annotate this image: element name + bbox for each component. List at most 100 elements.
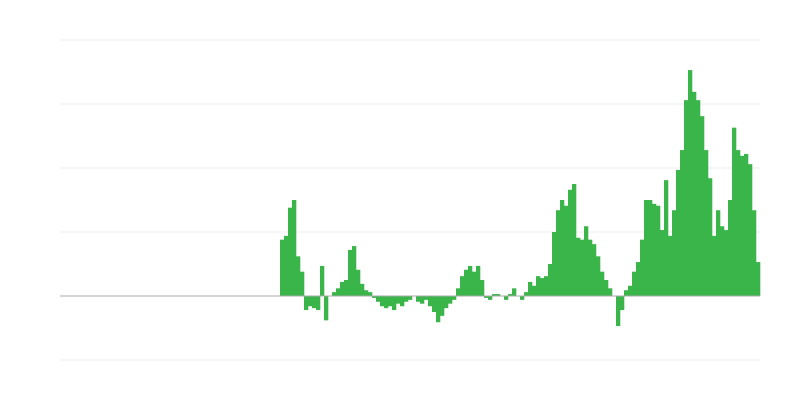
bar — [488, 296, 493, 300]
bar — [496, 294, 501, 296]
bar — [572, 184, 577, 296]
bar — [724, 230, 729, 296]
bar — [492, 294, 497, 296]
bar — [632, 271, 637, 296]
bar — [716, 210, 721, 296]
bar — [392, 296, 397, 311]
bar — [408, 296, 413, 300]
bar — [360, 283, 365, 296]
bar — [432, 296, 437, 312]
bar — [524, 292, 529, 296]
bar — [656, 205, 661, 296]
bar — [296, 256, 301, 296]
bar — [552, 232, 557, 296]
bar — [628, 285, 633, 296]
bar — [752, 210, 757, 296]
bar — [476, 265, 481, 296]
bar — [368, 292, 373, 296]
bar — [732, 127, 737, 297]
bar — [664, 180, 669, 296]
bar — [400, 296, 405, 307]
bar — [380, 296, 385, 307]
bar — [376, 296, 381, 302]
bar — [364, 290, 369, 296]
bar — [608, 288, 613, 296]
bar — [304, 296, 309, 311]
bar — [288, 207, 293, 296]
bar — [708, 178, 713, 296]
bar — [388, 296, 393, 307]
bar — [584, 226, 589, 296]
bar — [692, 91, 697, 296]
bar — [520, 296, 525, 300]
bar — [712, 235, 717, 296]
bar — [596, 256, 601, 296]
bar — [640, 239, 645, 296]
bar — [460, 276, 465, 296]
bar — [688, 70, 693, 296]
bar — [320, 265, 325, 296]
bar — [616, 296, 621, 327]
bar — [464, 269, 469, 296]
bar — [528, 281, 533, 296]
bar — [372, 296, 377, 298]
bar — [504, 296, 509, 300]
bar — [316, 296, 321, 311]
bar — [356, 269, 361, 296]
bar — [448, 296, 453, 304]
bar — [472, 271, 477, 296]
bar — [468, 265, 473, 296]
bar — [668, 235, 673, 296]
bar — [512, 288, 517, 296]
bar — [280, 239, 285, 296]
bar — [568, 189, 573, 296]
bar — [404, 296, 409, 302]
bar — [652, 203, 657, 296]
bar — [300, 271, 305, 296]
bar — [592, 244, 597, 296]
bar — [440, 296, 445, 316]
bar — [284, 235, 289, 296]
bar — [480, 280, 485, 296]
bar — [544, 276, 549, 296]
bar — [444, 296, 449, 309]
bar — [720, 226, 725, 296]
bar — [484, 296, 489, 298]
bar — [676, 169, 681, 296]
bar — [700, 116, 705, 296]
bar — [680, 150, 685, 296]
bar — [556, 210, 561, 296]
bar — [324, 296, 329, 321]
bar — [436, 296, 441, 323]
bar — [428, 296, 433, 307]
bar — [332, 292, 337, 296]
bar — [684, 100, 689, 296]
bar — [424, 296, 429, 300]
bar — [624, 290, 629, 296]
bar — [308, 296, 313, 307]
bar — [648, 200, 653, 296]
bar — [560, 200, 565, 296]
bar — [352, 246, 357, 296]
bar — [456, 288, 461, 296]
bar — [536, 276, 541, 296]
bar — [336, 288, 341, 296]
bar — [748, 164, 753, 296]
bar — [348, 249, 353, 296]
bar — [344, 280, 349, 296]
bar — [620, 296, 625, 311]
bar — [312, 296, 317, 309]
bar — [532, 285, 537, 296]
bar — [384, 296, 389, 309]
bar — [600, 271, 605, 296]
bar — [580, 239, 585, 296]
bar — [508, 294, 513, 296]
bar — [452, 296, 457, 300]
bar — [728, 200, 733, 296]
bar — [704, 150, 709, 296]
bar — [756, 262, 761, 296]
bar — [744, 153, 749, 296]
bar — [644, 200, 649, 296]
